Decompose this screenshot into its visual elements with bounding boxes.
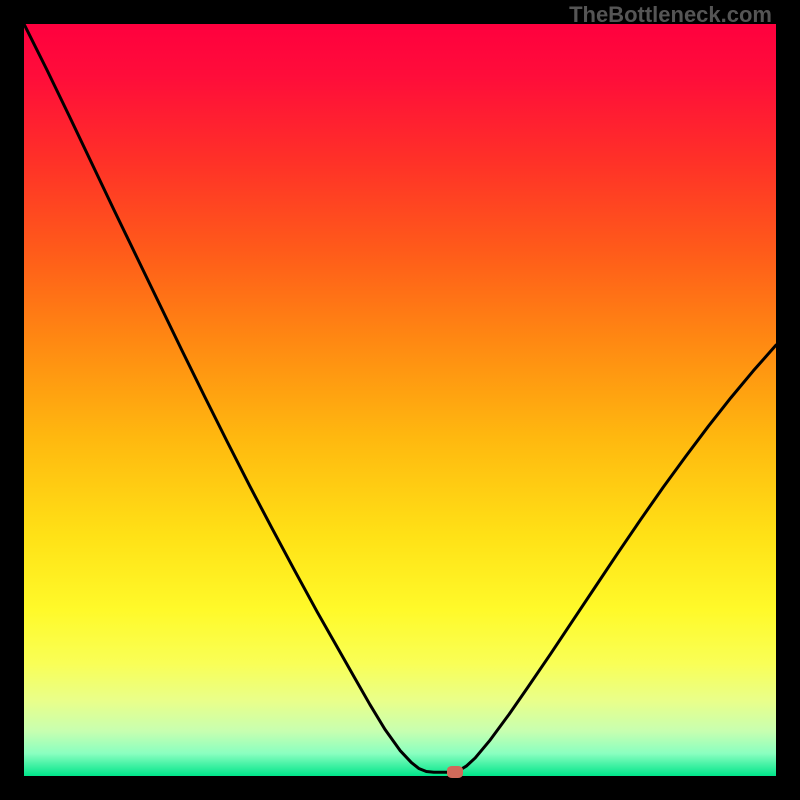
optimum-marker <box>447 766 463 778</box>
chart-container: TheBottleneck.com <box>0 0 800 800</box>
plot-area <box>24 24 776 776</box>
bottleneck-curve <box>24 24 776 776</box>
watermark-text: TheBottleneck.com <box>569 2 772 28</box>
